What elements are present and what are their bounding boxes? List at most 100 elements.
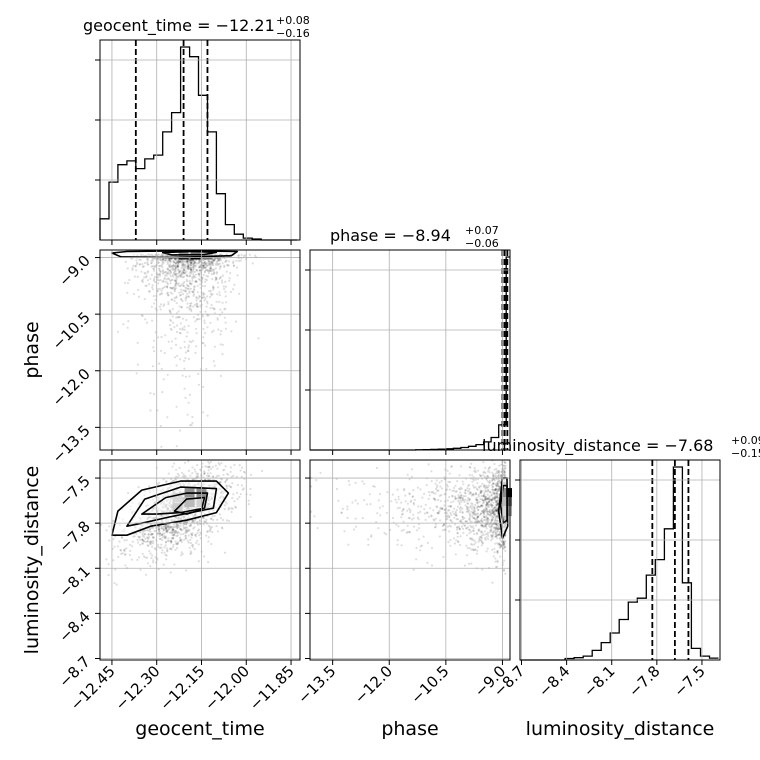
scatter-point bbox=[153, 276, 156, 279]
scatter-point bbox=[174, 285, 177, 288]
scatter-point bbox=[175, 275, 178, 278]
scatter-point bbox=[165, 524, 168, 527]
scatter-point bbox=[465, 534, 468, 537]
scatter-point bbox=[213, 308, 216, 311]
scatter-point bbox=[463, 524, 467, 527]
scatter-point bbox=[180, 471, 184, 474]
scatter-point bbox=[173, 288, 176, 291]
scatter-point bbox=[195, 541, 198, 545]
scatter-point bbox=[199, 283, 202, 286]
scatter-point bbox=[185, 270, 188, 273]
scatter-point bbox=[172, 534, 175, 537]
scatter-point bbox=[178, 270, 181, 274]
scatter-point bbox=[181, 264, 184, 267]
scatter-point bbox=[188, 258, 191, 261]
scatter-point bbox=[489, 491, 492, 494]
scatter-point bbox=[216, 257, 219, 260]
scatter-point bbox=[124, 553, 127, 556]
scatter-point bbox=[427, 491, 430, 494]
scatter-point bbox=[481, 541, 484, 544]
scatter-point bbox=[160, 259, 163, 262]
scatter-point bbox=[190, 263, 193, 266]
scatter-point bbox=[395, 523, 398, 526]
scatter-point bbox=[176, 354, 179, 357]
scatter-point bbox=[149, 277, 152, 280]
scatter-point bbox=[449, 525, 452, 528]
scatter-point bbox=[205, 268, 208, 272]
scatter-point bbox=[224, 307, 227, 310]
scatter-point bbox=[203, 263, 206, 267]
scatter-point bbox=[147, 533, 150, 536]
scatter-point bbox=[348, 483, 351, 486]
scatter-point bbox=[240, 484, 243, 487]
scatter-point bbox=[207, 536, 210, 539]
scatter-point bbox=[450, 505, 453, 508]
scatter-point bbox=[190, 424, 193, 427]
scatter-point bbox=[212, 259, 215, 262]
scatter-point bbox=[178, 270, 181, 273]
scatter-point bbox=[153, 302, 156, 305]
scatter-point bbox=[172, 533, 175, 536]
scatter-point bbox=[159, 424, 162, 428]
scatter-point bbox=[179, 539, 182, 542]
scatter-point bbox=[201, 296, 204, 299]
scatter-point bbox=[497, 484, 500, 488]
scatter-point bbox=[151, 286, 154, 289]
scatter-point bbox=[161, 280, 164, 283]
scatter-point bbox=[483, 512, 486, 516]
scatter-point bbox=[143, 271, 146, 274]
ytick-label-luminosity-distance: −8.4 bbox=[55, 608, 93, 646]
scatter-point bbox=[173, 270, 176, 273]
scatter-point bbox=[187, 264, 190, 268]
scatter-point bbox=[426, 511, 429, 514]
scatter-point bbox=[249, 487, 252, 490]
scatter-point bbox=[215, 276, 218, 279]
scatter-point bbox=[453, 507, 456, 510]
scatter-point bbox=[175, 364, 178, 367]
scatter-point bbox=[182, 263, 185, 266]
scatter-point bbox=[473, 466, 476, 470]
scatter-point bbox=[195, 268, 198, 271]
scatter-point bbox=[153, 530, 156, 533]
scatter-point bbox=[169, 258, 172, 261]
scatter-point bbox=[316, 527, 319, 530]
scatter-point bbox=[461, 480, 464, 483]
scatter-point bbox=[201, 315, 204, 318]
scatter-point bbox=[158, 528, 161, 531]
scatter-point bbox=[187, 295, 190, 298]
scatter-point bbox=[205, 279, 208, 282]
scatter-point bbox=[174, 267, 177, 270]
scatter-point bbox=[153, 265, 157, 268]
scatter-point bbox=[476, 512, 480, 515]
scatter-point bbox=[127, 320, 130, 323]
scatter-point bbox=[184, 266, 187, 269]
scatter-point bbox=[369, 503, 372, 506]
scatter-point bbox=[212, 270, 216, 274]
scatter-point bbox=[163, 532, 166, 535]
scatter-point bbox=[396, 539, 399, 542]
scatter-point bbox=[152, 346, 155, 349]
scatter-point bbox=[187, 263, 190, 267]
scatter-point bbox=[468, 547, 471, 550]
scatter-point bbox=[190, 267, 193, 270]
scatter-point bbox=[171, 298, 174, 301]
scatter-point bbox=[173, 297, 176, 300]
scatter-point bbox=[191, 543, 195, 547]
scatter-point bbox=[175, 280, 178, 283]
scatter-point bbox=[367, 543, 370, 547]
scatter-point bbox=[504, 461, 507, 464]
scatter-point bbox=[165, 270, 168, 273]
scatter-point bbox=[135, 532, 138, 536]
scatter-point bbox=[183, 367, 186, 370]
scatter-point bbox=[215, 300, 218, 303]
scatter-point bbox=[184, 475, 187, 478]
scatter-point bbox=[141, 532, 144, 535]
scatter-point bbox=[147, 259, 150, 262]
scatter-point bbox=[196, 532, 199, 535]
scatter-point bbox=[176, 532, 179, 535]
scatter-point bbox=[151, 561, 155, 564]
scatter-point bbox=[470, 494, 473, 497]
scatter-point bbox=[498, 531, 501, 534]
scatter-point bbox=[190, 536, 193, 539]
scatter-point bbox=[169, 525, 173, 528]
